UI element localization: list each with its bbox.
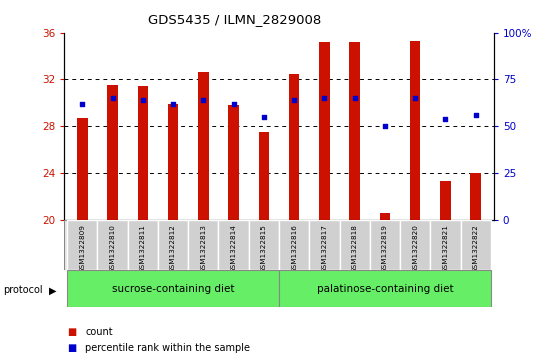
FancyBboxPatch shape	[279, 270, 491, 307]
Point	[411, 95, 420, 101]
Bar	[168, 104, 179, 220]
Text: palatinose-containing diet: palatinose-containing diet	[316, 284, 453, 294]
Point	[441, 116, 450, 122]
Bar	[137, 86, 148, 220]
Bar	[228, 105, 239, 220]
Text: GSM1322821: GSM1322821	[442, 224, 449, 273]
Bar	[379, 213, 390, 220]
Bar	[319, 42, 330, 220]
Text: count: count	[85, 327, 113, 337]
FancyBboxPatch shape	[400, 220, 430, 270]
Point	[350, 95, 359, 101]
Text: ▶: ▶	[49, 285, 56, 295]
Text: sucrose-containing diet: sucrose-containing diet	[112, 284, 234, 294]
FancyBboxPatch shape	[158, 220, 188, 270]
Bar	[289, 74, 300, 220]
Point	[290, 97, 299, 103]
Text: GSM1322815: GSM1322815	[261, 224, 267, 273]
Text: protocol: protocol	[3, 285, 42, 295]
Text: ■: ■	[67, 327, 76, 337]
Point	[381, 123, 389, 129]
FancyBboxPatch shape	[67, 270, 279, 307]
Bar	[349, 42, 360, 220]
FancyBboxPatch shape	[370, 220, 400, 270]
Point	[229, 101, 238, 107]
Point	[259, 114, 268, 120]
FancyBboxPatch shape	[279, 220, 309, 270]
Bar	[410, 41, 421, 220]
Text: GSM1322812: GSM1322812	[170, 224, 176, 273]
Text: GSM1322809: GSM1322809	[79, 224, 85, 273]
Text: GSM1322819: GSM1322819	[382, 224, 388, 273]
FancyBboxPatch shape	[309, 220, 339, 270]
Text: GSM1322822: GSM1322822	[473, 224, 479, 273]
FancyBboxPatch shape	[249, 220, 279, 270]
Point	[78, 101, 87, 107]
Text: GSM1322813: GSM1322813	[200, 224, 206, 273]
FancyBboxPatch shape	[128, 220, 158, 270]
Point	[320, 95, 329, 101]
FancyBboxPatch shape	[430, 220, 460, 270]
Text: GSM1322810: GSM1322810	[109, 224, 116, 273]
Bar	[77, 118, 88, 220]
FancyBboxPatch shape	[219, 220, 249, 270]
Point	[138, 97, 147, 103]
Bar	[440, 181, 451, 220]
Text: GSM1322816: GSM1322816	[291, 224, 297, 273]
Bar	[258, 132, 269, 220]
Point	[199, 97, 208, 103]
Bar	[470, 173, 481, 220]
Bar	[107, 85, 118, 220]
FancyBboxPatch shape	[460, 220, 491, 270]
FancyBboxPatch shape	[64, 220, 488, 270]
Text: GSM1322817: GSM1322817	[321, 224, 328, 273]
Point	[169, 101, 177, 107]
Text: GSM1322811: GSM1322811	[140, 224, 146, 273]
Text: GSM1322818: GSM1322818	[352, 224, 358, 273]
Bar	[198, 72, 209, 220]
Text: percentile rank within the sample: percentile rank within the sample	[85, 343, 251, 353]
FancyBboxPatch shape	[339, 220, 370, 270]
FancyBboxPatch shape	[98, 220, 128, 270]
Text: GDS5435 / ILMN_2829008: GDS5435 / ILMN_2829008	[148, 13, 321, 26]
FancyBboxPatch shape	[188, 220, 219, 270]
Point	[108, 95, 117, 101]
Text: GSM1322814: GSM1322814	[230, 224, 237, 273]
Text: GSM1322820: GSM1322820	[412, 224, 418, 273]
Text: ■: ■	[67, 343, 76, 353]
Point	[471, 112, 480, 118]
FancyBboxPatch shape	[67, 220, 98, 270]
